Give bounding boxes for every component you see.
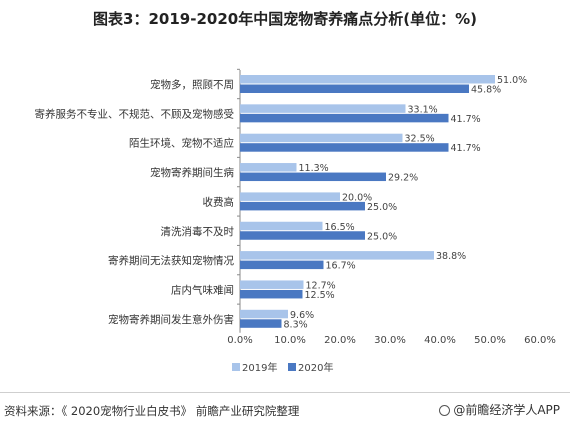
data-label-2020: 12.5%	[305, 290, 335, 301]
bar-2019	[240, 192, 340, 201]
bar-2019	[240, 163, 297, 172]
data-label-2019: 51.0%	[497, 75, 527, 86]
data-label-2019: 11.3%	[299, 163, 329, 174]
chart-title: 图表3：2019-2020年中国宠物寄养痛点分析(单位：%)	[93, 10, 477, 28]
category-label: 宠物寄养期间发生意外伤害	[108, 313, 234, 326]
category-label: 宠物寄养期间生病	[150, 166, 234, 179]
bar-2019	[240, 251, 434, 260]
bar-2020	[240, 201, 365, 211]
category-label: 收费高	[203, 195, 235, 208]
bar-2020	[240, 231, 365, 240]
category-label: 宠物多，照顾不周	[150, 78, 234, 91]
bar-2019	[240, 221, 323, 231]
bar-2019	[240, 104, 406, 113]
brand-credit: @前瞻经济学人APP	[439, 401, 560, 418]
data-label-2020: 29.2%	[388, 173, 418, 184]
bar-2020	[240, 113, 449, 123]
legend-swatch-2020	[288, 363, 296, 371]
bar-2019	[240, 75, 495, 84]
bar-2019	[240, 133, 403, 143]
brand-logo-icon	[439, 405, 451, 416]
data-label-2019: 9.6%	[290, 310, 314, 321]
category-label: 清洗消毒不及时	[161, 225, 235, 238]
x-tick-label: 50.0%	[474, 335, 506, 346]
data-label-2019: 16.5%	[325, 222, 355, 233]
data-label-2019: 38.8%	[436, 251, 466, 262]
data-label-2020: 8.3%	[284, 319, 308, 330]
bar-chart: 宠物多，照顾不周 51.0%45.8% 寄养服务不专业、不规范、不顾及宠物感受 33.…	[35, 68, 556, 374]
data-label-2020: 25.0%	[367, 231, 397, 242]
data-label-2020: 25.0%	[367, 202, 397, 213]
bar-2019	[240, 280, 304, 289]
bar-2020	[240, 289, 303, 299]
legend-swatch-2019	[232, 363, 240, 371]
x-tick-label: 60.0%	[524, 335, 556, 346]
bar-2020	[240, 143, 449, 152]
bar-2020	[240, 260, 324, 270]
data-label-2019: 33.1%	[408, 104, 438, 115]
source-note: 资料来源：《 2020宠物行业白皮书》 前瞻产业研究院整理	[4, 404, 300, 418]
data-label-2020: 41.7%	[451, 143, 481, 154]
x-tick-label: 10.0%	[274, 335, 306, 346]
category-label: 店内气味难闻	[171, 283, 234, 296]
data-label-2019: 12.7%	[306, 280, 336, 291]
x-tick-label: 30.0%	[374, 335, 406, 346]
brand-text: @前瞻经济学人APP	[453, 403, 560, 417]
legend-label-2019: 2019年	[242, 361, 277, 374]
data-label-2020: 45.8%	[471, 85, 501, 96]
bar-2019	[240, 309, 288, 319]
bar-2020	[240, 172, 386, 182]
footer-divider	[0, 392, 570, 393]
data-label-2020: 16.7%	[326, 261, 356, 272]
bar-2020	[240, 84, 469, 93]
data-label-2019: 20.0%	[342, 192, 372, 203]
data-label-2019: 32.5%	[405, 134, 435, 145]
x-tick-label: 40.0%	[424, 335, 456, 346]
bar-2020	[240, 319, 282, 328]
category-label: 寄养期间无法获知宠物情况	[108, 254, 234, 267]
legend-label-2020: 2020年	[298, 361, 333, 374]
x-tick-label: 20.0%	[324, 335, 356, 346]
category-label: 寄养服务不专业、不规范、不顾及宠物感受	[35, 107, 235, 120]
category-label: 陌生环境、宠物不适应	[129, 137, 234, 150]
data-label-2020: 41.7%	[451, 114, 481, 125]
x-tick-label: 0.0%	[227, 335, 252, 346]
